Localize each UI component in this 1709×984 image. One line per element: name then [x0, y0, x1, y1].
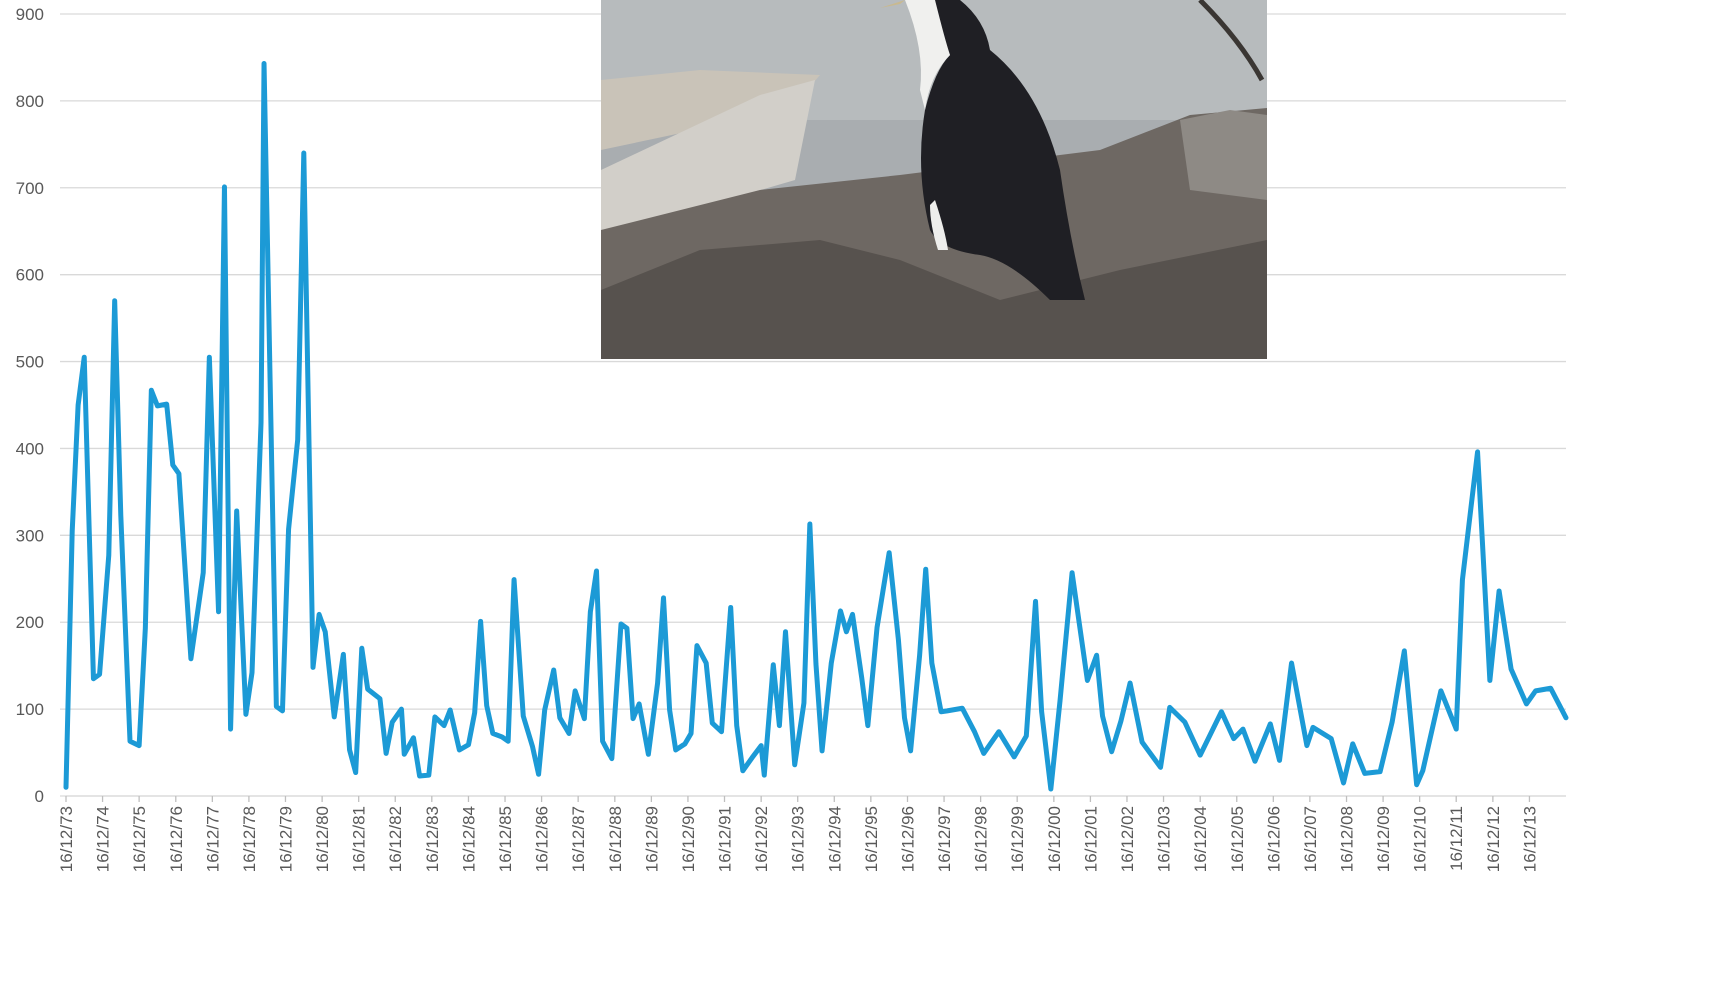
x-tick-label: 16/12/90 [679, 806, 698, 872]
x-tick-label: 16/12/86 [533, 806, 552, 872]
photo-rock-pile [1180, 110, 1267, 200]
x-tick-label: 16/12/80 [313, 806, 332, 872]
data-line [63, 61, 1569, 792]
x-tick-label: 16/12/92 [752, 806, 771, 872]
photo-branch [1198, 0, 1265, 82]
x-tick-label: 16/12/99 [1008, 806, 1027, 872]
x-tick-label: 16/12/94 [825, 806, 844, 872]
y-tick-label: 800 [16, 92, 44, 111]
x-tick-label: 16/12/81 [350, 806, 369, 872]
x-tick-label: 16/12/96 [899, 806, 918, 872]
y-tick-label: 500 [16, 353, 44, 372]
x-tick-label: 16/12/13 [1520, 806, 1539, 872]
x-tick-label: 16/12/08 [1338, 806, 1357, 872]
x-tick-label: 16/12/12 [1484, 806, 1503, 872]
x-tick-label: 16/12/78 [240, 806, 259, 872]
x-tick-label: 16/12/10 [1411, 806, 1430, 872]
photo-rocks-front [601, 240, 1267, 359]
axes: 0 100 200 300 400 500 600 700 800 900 16/12/73 16/1… [16, 5, 1566, 872]
x-tick-label: 16/12/07 [1301, 806, 1320, 872]
series [63, 61, 1569, 792]
y-tick-label: 100 [16, 700, 44, 719]
x-tick-label: 16/12/02 [1118, 806, 1137, 872]
photo [601, 0, 1267, 359]
y-tick-label: 700 [16, 179, 44, 198]
x-tick-label: 16/12/85 [496, 806, 515, 872]
x-tick-label: 16/12/11 [1447, 806, 1466, 871]
x-tick-label: 16/12/95 [862, 806, 881, 872]
x-tick-label: 16/12/01 [1081, 806, 1100, 872]
x-tick-label: 16/12/04 [1191, 806, 1210, 872]
x-tick-label: 16/12/75 [130, 806, 149, 872]
y-tick-label: 600 [16, 266, 44, 285]
x-tick-label: 16/12/89 [642, 806, 661, 872]
x-tick-label: 16/12/88 [606, 806, 625, 872]
photo-bird-beak [880, 0, 905, 8]
photo-bird-body [921, 0, 1085, 300]
x-tick-label: 16/12/73 [57, 806, 76, 872]
x-tick-label: 16/12/03 [1155, 806, 1174, 872]
photo-bird-flank [930, 200, 948, 250]
y-tick-label: 0 [35, 787, 44, 806]
x-tick-label: 16/12/76 [167, 806, 186, 872]
x-tick-label: 16/12/79 [276, 806, 295, 872]
x-tick-label: 16/12/98 [972, 806, 991, 872]
x-tick-label: 16/12/87 [569, 806, 588, 872]
photo-driftwood [601, 80, 815, 230]
x-tick-label: 16/12/91 [715, 806, 734, 872]
x-tick-label: 16/12/97 [935, 806, 954, 872]
photo-bird-neck [905, 0, 950, 110]
x-tick-label: 16/12/09 [1374, 806, 1393, 872]
y-tick-label: 300 [16, 526, 44, 545]
y-tick-label: 400 [16, 439, 44, 458]
x-tick-label: 16/12/82 [386, 806, 405, 872]
y-tick-label: 900 [16, 5, 44, 24]
x-tick-label: 16/12/00 [1045, 806, 1064, 872]
x-tick-label: 16/12/84 [459, 806, 478, 872]
x-tick-label: 16/12/05 [1228, 806, 1247, 872]
x-tick-label: 16/12/93 [789, 806, 808, 872]
photo-shore [601, 70, 820, 150]
y-tick-label: 200 [16, 613, 44, 632]
x-tick-label: 16/12/77 [203, 806, 222, 872]
x-tick-label: 16/12/74 [94, 806, 113, 872]
x-tick-label: 16/12/06 [1264, 806, 1283, 872]
x-tick-label: 16/12/83 [423, 806, 442, 872]
